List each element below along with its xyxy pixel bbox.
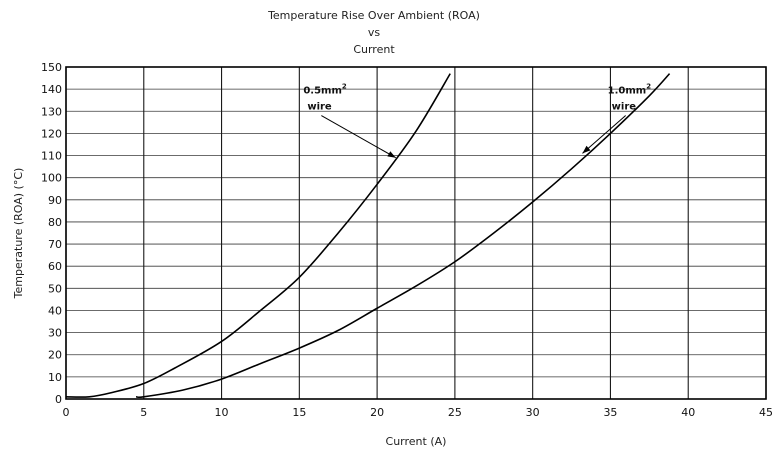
annotation-arrow <box>321 115 397 159</box>
y-axis-label: Temperature (ROA) (°C) <box>12 168 25 300</box>
series-line-2 <box>135 73 671 399</box>
y-tick-label: 130 <box>41 105 62 118</box>
y-tick-label: 20 <box>48 349 62 362</box>
x-tick-label: 30 <box>526 406 540 419</box>
y-tick-label: 10 <box>48 371 62 384</box>
y-tick-label: 120 <box>41 127 62 140</box>
x-tick-label: 35 <box>603 406 617 419</box>
annotation-label-text: 1.0mm <box>608 86 647 97</box>
annotation-label-text: 0.5mm <box>303 86 342 97</box>
y-tick-label: 60 <box>48 260 62 273</box>
chart-title-line-2: vs <box>368 26 381 39</box>
annotation-superscript: 2 <box>646 83 651 91</box>
annotation-label-line-2: wire <box>307 102 332 113</box>
grid <box>65 66 767 400</box>
y-tick-label: 150 <box>41 61 62 74</box>
y-tick-label: 0 <box>55 393 62 406</box>
annotation-arrowhead <box>582 145 591 154</box>
y-tick-label: 40 <box>48 304 62 317</box>
x-axis-label: Current (A) <box>386 435 447 448</box>
y-tick-label: 100 <box>41 172 62 185</box>
x-tick-labels: 0 5 10 15 20 25 30 35 40 45 <box>63 406 774 419</box>
chart-title: Temperature Rise Over Ambient (ROA) vs C… <box>267 9 480 56</box>
annotation-arrowhead <box>387 151 396 158</box>
annotation-label: 1.0mm2 <box>608 83 652 97</box>
annotation-label-line-2: wire <box>612 102 637 113</box>
y-tick-labels: 0 10 20 30 40 50 60 70 80 90 100 110 120 130 140 150 <box>41 61 62 406</box>
series-group <box>65 73 671 399</box>
plot-frame <box>65 66 767 400</box>
x-tick-label: 10 <box>215 406 229 419</box>
annotation-arrow <box>582 115 626 154</box>
y-tick-label: 30 <box>48 327 62 340</box>
x-tick-label: 40 <box>681 406 695 419</box>
chart-title-line-1: Temperature Rise Over Ambient (ROA) <box>267 9 480 22</box>
y-tick-label: 90 <box>48 194 62 207</box>
y-tick-label: 50 <box>48 282 62 295</box>
y-tick-label: 110 <box>41 150 62 163</box>
y-tick-label: 80 <box>48 216 62 229</box>
y-tick-label: 70 <box>48 238 62 251</box>
x-tick-label: 5 <box>140 406 147 419</box>
y-tick-label: 140 <box>41 83 62 96</box>
chart-title-line-3: Current <box>353 43 395 56</box>
x-tick-label: 25 <box>448 406 462 419</box>
x-tick-label: 15 <box>292 406 306 419</box>
annotation-superscript: 2 <box>342 83 347 91</box>
x-tick-label: 0 <box>63 406 70 419</box>
series-line-1 <box>65 73 451 398</box>
x-tick-label: 20 <box>370 406 384 419</box>
x-tick-label: 45 <box>759 406 773 419</box>
annotation-label: 0.5mm2 <box>303 83 347 97</box>
